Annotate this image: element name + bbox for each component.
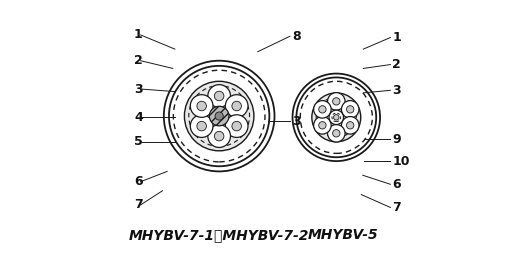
Circle shape bbox=[225, 95, 248, 117]
Text: 4: 4 bbox=[134, 111, 143, 124]
Circle shape bbox=[312, 93, 361, 142]
Text: MHYBV-5: MHYBV-5 bbox=[307, 228, 378, 242]
Circle shape bbox=[215, 91, 224, 101]
Circle shape bbox=[319, 122, 326, 129]
Circle shape bbox=[208, 85, 230, 107]
Circle shape bbox=[296, 77, 376, 157]
Circle shape bbox=[169, 66, 269, 166]
Circle shape bbox=[232, 121, 242, 131]
Circle shape bbox=[197, 121, 207, 131]
Circle shape bbox=[314, 101, 331, 118]
Circle shape bbox=[197, 101, 207, 111]
Circle shape bbox=[208, 125, 230, 148]
Text: 1: 1 bbox=[392, 31, 401, 44]
Text: 7: 7 bbox=[134, 198, 143, 211]
Circle shape bbox=[329, 110, 344, 125]
Text: 3: 3 bbox=[392, 84, 401, 97]
Circle shape bbox=[190, 95, 213, 117]
Text: 6: 6 bbox=[392, 178, 401, 191]
Circle shape bbox=[328, 93, 345, 110]
Text: 2: 2 bbox=[134, 54, 143, 67]
Text: 9: 9 bbox=[392, 133, 401, 146]
Circle shape bbox=[332, 98, 340, 105]
Circle shape bbox=[190, 115, 213, 138]
Circle shape bbox=[225, 115, 248, 138]
Circle shape bbox=[232, 101, 242, 111]
Circle shape bbox=[328, 125, 345, 142]
Text: 2: 2 bbox=[392, 58, 401, 71]
Text: 3: 3 bbox=[292, 115, 301, 128]
Text: 1: 1 bbox=[134, 28, 143, 42]
Circle shape bbox=[332, 130, 340, 137]
Circle shape bbox=[209, 106, 229, 126]
Text: 5: 5 bbox=[134, 135, 143, 148]
Text: 10: 10 bbox=[392, 155, 410, 168]
Text: 7: 7 bbox=[392, 201, 401, 214]
Circle shape bbox=[333, 115, 339, 120]
Text: 8: 8 bbox=[292, 30, 301, 43]
Circle shape bbox=[341, 101, 359, 118]
Circle shape bbox=[314, 117, 331, 134]
Circle shape bbox=[347, 122, 354, 129]
Text: MHYBV-7-1、MHYBV-7-2: MHYBV-7-1、MHYBV-7-2 bbox=[129, 228, 310, 242]
Circle shape bbox=[347, 106, 354, 113]
Text: 3: 3 bbox=[134, 83, 143, 95]
Circle shape bbox=[215, 132, 224, 141]
Circle shape bbox=[215, 112, 223, 120]
Circle shape bbox=[319, 106, 326, 113]
Circle shape bbox=[341, 117, 359, 134]
Text: 6: 6 bbox=[134, 175, 143, 188]
Circle shape bbox=[184, 81, 254, 151]
